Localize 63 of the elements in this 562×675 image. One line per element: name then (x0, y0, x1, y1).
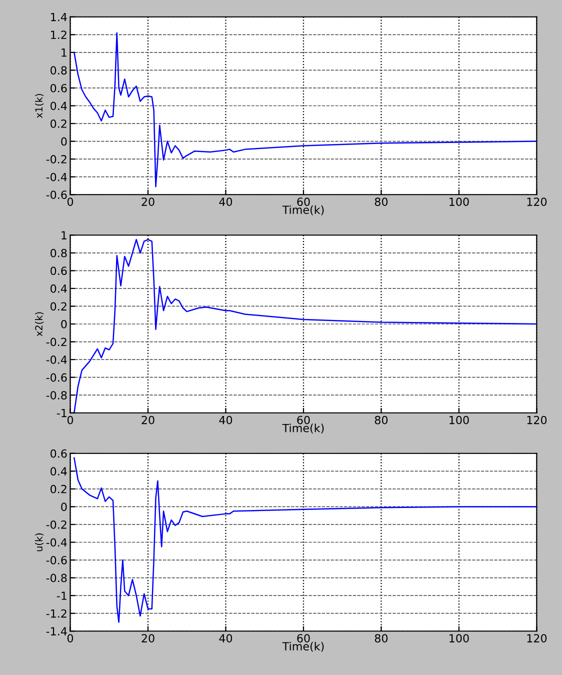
y-tick-label: -1.4 (46, 627, 67, 636)
y-tick-label: 0 (61, 502, 67, 512)
y-tick-label: 0 (61, 137, 67, 146)
x-tick-label: 0 (67, 198, 74, 206)
x-tick-label: 80 (374, 416, 388, 424)
x-tick-label: 120 (527, 416, 547, 424)
y-tick-label: 0.2 (50, 484, 66, 494)
x-tick-label: 120 (527, 634, 547, 643)
y-tick-label: -0.4 (46, 538, 67, 547)
x-tick-label: 20 (142, 634, 154, 643)
x-tick-label: 20 (142, 416, 154, 424)
y-tick-label: 0.8 (50, 248, 67, 258)
x-tick-label: 100 (450, 198, 469, 206)
y-tick-label: 1 (62, 231, 66, 240)
y-axis-title: u(k) (34, 533, 44, 552)
y-tick-label: 0.4 (50, 284, 67, 293)
x-axis-title: Time(k) (282, 642, 324, 652)
line-series (74, 32, 537, 188)
x-tick-label: 0 (67, 634, 74, 643)
x-tick-label: 40 (219, 198, 232, 206)
x-tick-label: 40 (219, 634, 232, 643)
y-tick-label: 1 (62, 48, 66, 57)
x-tick-label: 100 (450, 634, 469, 643)
x-tick-label: 60 (297, 198, 310, 206)
x-tick-label: 20 (142, 198, 154, 206)
x-axis-title: Time(k) (282, 424, 324, 434)
y-tick-label: 0.2 (50, 120, 66, 128)
y-tick-label: 0.4 (50, 102, 67, 110)
y-tick-label: -0.8 (46, 391, 67, 400)
y-tick-label: 1.2 (51, 30, 66, 39)
y-tick-label: 0 (61, 320, 67, 328)
y-tick-label: -0.4 (46, 172, 67, 182)
y-axis-title: x1(k) (34, 94, 44, 118)
line-series (74, 238, 537, 413)
x-tick-label: 40 (219, 416, 232, 424)
x-tick-label: 120 (527, 198, 547, 206)
y-tick-label: -0.8 (46, 574, 67, 582)
y-tick-label: -0.4 (46, 356, 67, 364)
y-tick-label: -0.6 (46, 190, 67, 200)
y-axis-title: x2(k) (34, 312, 44, 336)
y-tick-label: -0.6 (46, 373, 67, 382)
y-tick-label: -1 (56, 592, 66, 600)
y-tick-label: 0.6 (50, 266, 67, 276)
y-tick-label: 0.8 (50, 66, 67, 75)
y-tick-label: 0.6 (50, 449, 67, 458)
y-tick-label: 0.4 (50, 467, 67, 476)
y-tick-label: -0.6 (46, 556, 67, 564)
y-tick-label: 1.4 (51, 12, 67, 22)
y-tick-label: -1 (56, 408, 66, 418)
x-tick-label: 60 (297, 634, 310, 643)
x-tick-label: 100 (450, 416, 469, 424)
line-series (74, 457, 537, 623)
x-axis-title: Time(k) (282, 205, 324, 216)
y-tick-label: 0.2 (50, 302, 66, 311)
y-tick-label: -0.2 (46, 520, 66, 529)
y-tick-label: -0.2 (46, 338, 66, 346)
x-tick-label: 80 (374, 634, 388, 643)
x-tick-label: 0 (67, 416, 74, 424)
y-tick-label: -1.2 (46, 609, 66, 618)
x-tick-label: 80 (374, 198, 388, 206)
y-tick-label: 0.6 (50, 84, 67, 92)
y-tick-label: -0.2 (46, 155, 66, 164)
x-tick-label: 60 (297, 416, 310, 424)
